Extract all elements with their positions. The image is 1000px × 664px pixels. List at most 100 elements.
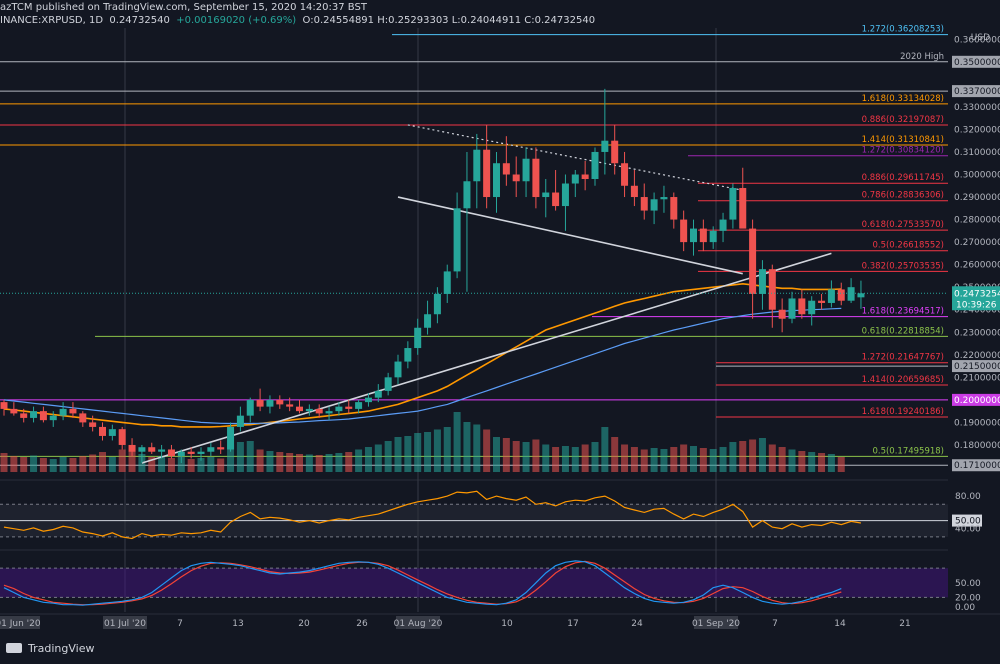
- volume-bar: [837, 457, 845, 472]
- candle-body: [542, 192, 550, 198]
- candle-body: [0, 402, 8, 409]
- volume-bar: [355, 449, 363, 472]
- volume-bar: [621, 444, 629, 472]
- candle-body: [640, 197, 648, 211]
- volume-bar: [167, 458, 175, 472]
- price-level-badge-text: 0.17100000: [954, 461, 1000, 471]
- candle-body: [217, 447, 225, 450]
- time-axis-badge: [694, 616, 738, 629]
- volume-bar: [394, 437, 402, 472]
- volume-bar: [808, 452, 816, 472]
- last-price: 0.24732540: [109, 15, 170, 26]
- volume-bar: [670, 447, 678, 472]
- volume-bar: [108, 457, 116, 472]
- candle-body: [443, 271, 451, 294]
- candle-body: [158, 449, 166, 452]
- volume-bar: [227, 444, 235, 472]
- candle-body: [532, 158, 540, 198]
- volume-bar: [768, 444, 776, 472]
- candle-body: [749, 228, 757, 294]
- candle-body: [79, 413, 87, 423]
- volume-bar: [729, 442, 737, 472]
- candle-body: [10, 408, 18, 414]
- volume-bar: [502, 438, 510, 472]
- candle-body: [128, 444, 136, 452]
- volume-bar: [49, 459, 57, 472]
- volume-bar: [89, 454, 97, 472]
- volume-bar: [374, 444, 382, 472]
- candle-body: [512, 174, 520, 182]
- footer-brand[interactable]: TradingView: [28, 641, 95, 655]
- candle-body: [99, 426, 106, 436]
- fib-level-label: 1.272(0.21647767): [862, 353, 944, 363]
- candle-body: [433, 293, 441, 315]
- volume-bar: [650, 448, 658, 472]
- volume-bar: [158, 456, 166, 472]
- fib-level-label: 1.272(0.36208253): [862, 25, 944, 35]
- volume-bar: [128, 451, 136, 472]
- stoch-axis-tick: 50.00: [955, 579, 981, 589]
- fib-level-label: 0.786(0.28836306): [862, 191, 944, 201]
- candle-body: [463, 181, 471, 209]
- price-level-badge: [952, 85, 1000, 98]
- candle-body: [591, 151, 599, 180]
- volume-bar: [512, 441, 520, 472]
- candle-body: [680, 219, 688, 243]
- fib-level-label: 2020 High: [900, 52, 944, 62]
- candle-body: [167, 449, 175, 457]
- volume-bar: [256, 449, 264, 472]
- bar-countdown: 10:39:26: [956, 300, 997, 310]
- footer-bar: TradingView: [0, 636, 1000, 660]
- volume-bar: [39, 458, 47, 472]
- candle-body: [768, 269, 776, 310]
- volume-bar: [364, 447, 372, 472]
- candle-body: [286, 404, 294, 407]
- volume-bar: [561, 446, 569, 472]
- symbol-info: INANCE:XRPUSD, 1D 0.24732540 +0.00169020…: [0, 15, 595, 26]
- volume-bar: [680, 444, 688, 472]
- volume-bar: [483, 429, 491, 472]
- candle-body: [305, 408, 313, 412]
- candle-body: [39, 411, 47, 421]
- candle-body: [49, 415, 57, 421]
- candle-body: [246, 399, 254, 416]
- volume-bar: [601, 427, 609, 472]
- candle-body: [236, 415, 244, 427]
- candle-body: [621, 163, 629, 186]
- volume-bar: [236, 442, 244, 472]
- ema-slow-line: [3, 282, 842, 428]
- volume-bar: [690, 446, 697, 472]
- volume-bar: [345, 452, 353, 472]
- volume-bar: [660, 449, 668, 472]
- volume-bar: [473, 424, 481, 472]
- candle-body: [453, 208, 461, 272]
- candle-body: [483, 149, 491, 198]
- time-axis-badge: [103, 616, 147, 629]
- candle-body: [355, 402, 363, 409]
- volume-bar: [148, 457, 156, 472]
- candle-body: [522, 158, 530, 182]
- candle-body: [561, 183, 569, 207]
- volume-bar: [414, 433, 422, 472]
- volume-bar: [59, 457, 67, 472]
- candle-body: [798, 298, 806, 315]
- time-axis-tick: 20: [298, 619, 310, 629]
- candle-body: [473, 149, 481, 182]
- symbol-label: INANCE:XRPUSD, 1D: [0, 15, 104, 26]
- dotted-trendline: [407, 124, 743, 191]
- fib-level-label: 0.5(0.17495918): [872, 446, 944, 456]
- volume-bar: [611, 437, 619, 472]
- volume-bar: [493, 437, 500, 472]
- candle-body: [414, 327, 422, 349]
- volume-bar: [187, 459, 195, 472]
- volume-bar: [827, 454, 835, 472]
- candle-body: [325, 411, 333, 414]
- volume-bar: [197, 458, 205, 472]
